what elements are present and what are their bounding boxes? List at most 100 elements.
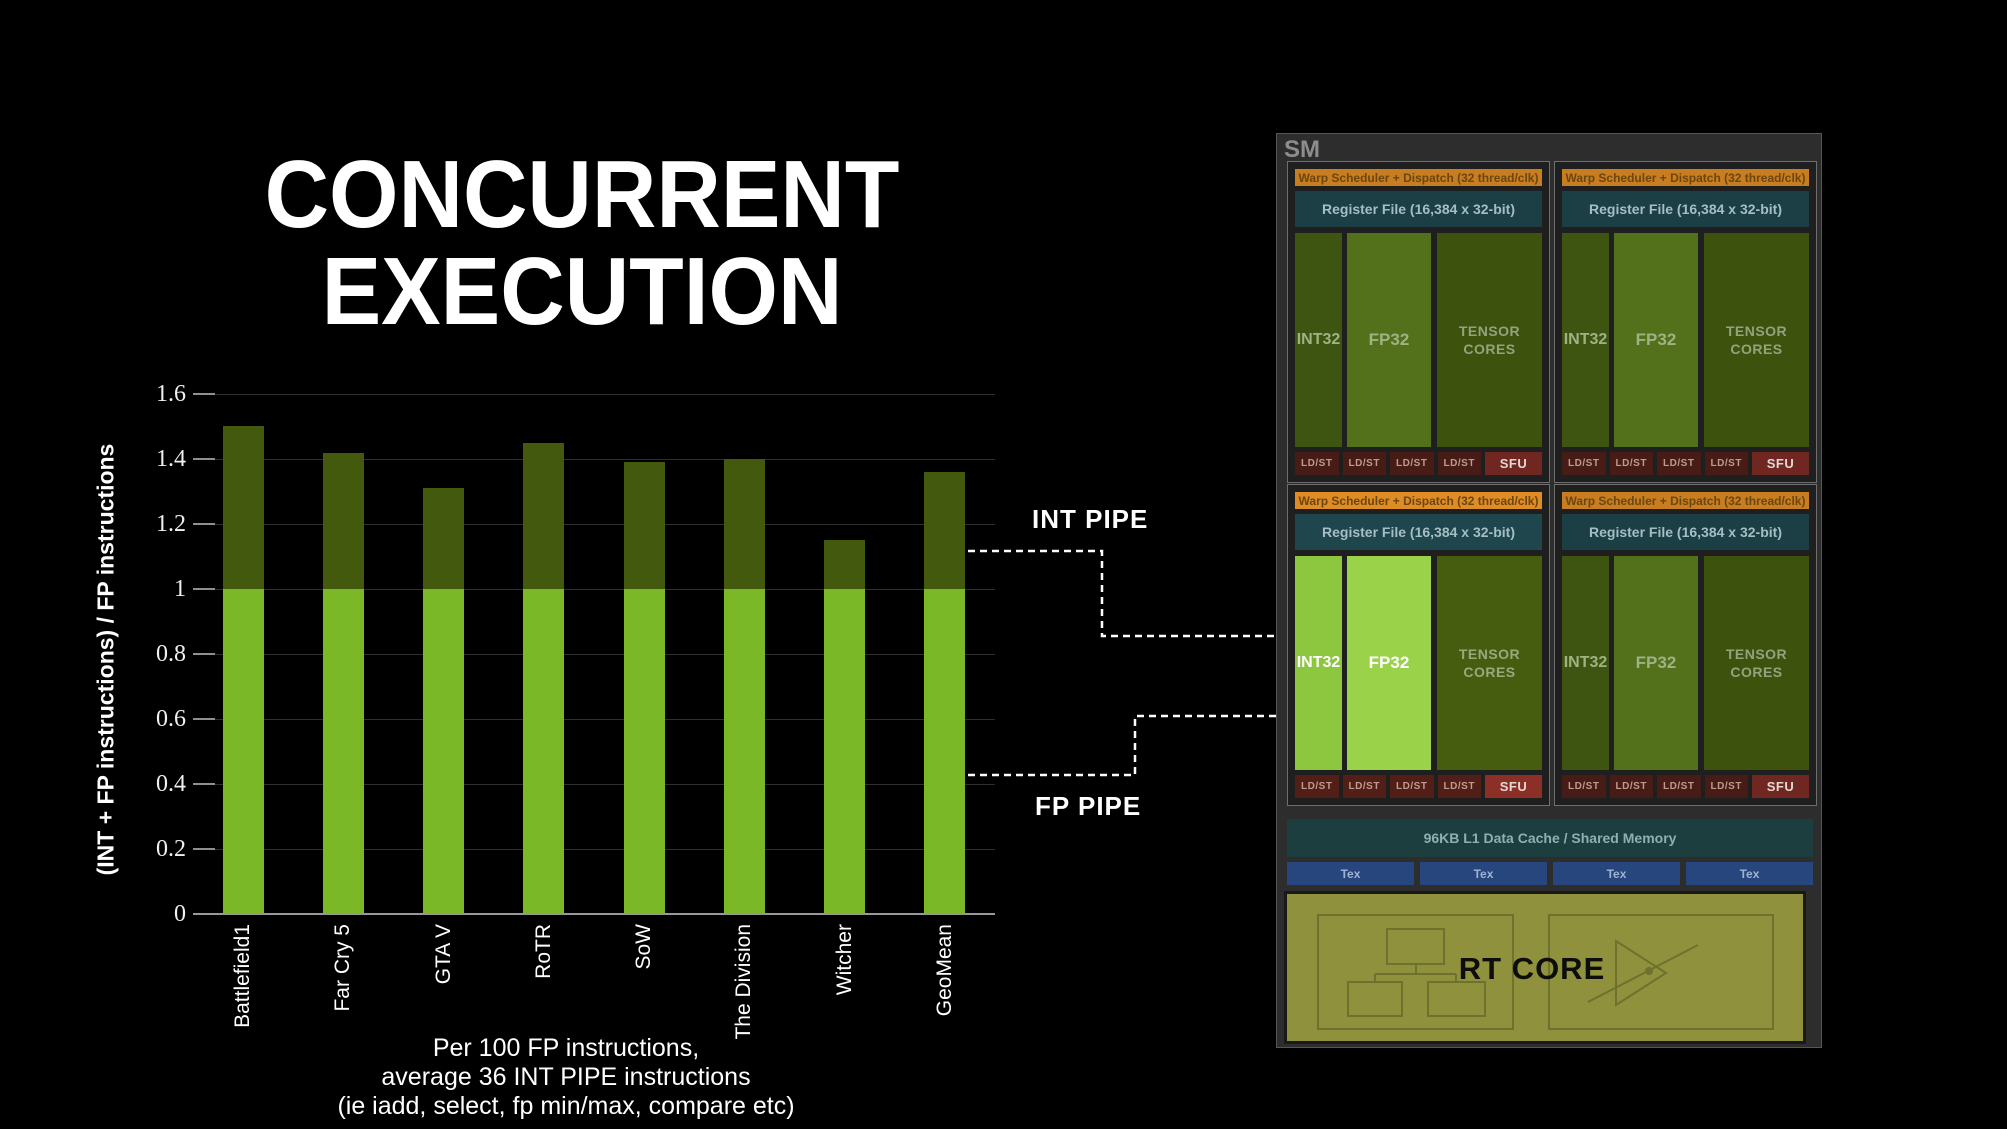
caption-line3: (ie iadd, select, fp min/max, compare et… — [337, 1092, 795, 1120]
caption-line1: Per 100 FP instructions, — [432, 1034, 700, 1062]
fp32-cores: FP32 — [1614, 556, 1698, 770]
bar-segment-int — [824, 540, 865, 589]
sm-diagram: SM Warp Scheduler + Dispatch (32 thread/… — [1276, 133, 1822, 1048]
y-tick-label: 1.4 — [156, 446, 186, 472]
bar-segment-fp — [824, 589, 865, 914]
tex-unit: Tex — [1287, 862, 1414, 885]
ldst-unit: LD/ST — [1657, 452, 1701, 475]
bar-segment-int — [323, 453, 364, 589]
register-file-bar: Register File (16,384 x 32-bit) — [1562, 191, 1809, 227]
ldst-unit: LD/ST — [1562, 775, 1606, 798]
x-axis-line — [193, 913, 995, 915]
sfu-unit: SFU — [1752, 775, 1809, 798]
ldst-unit: LD/ST — [1342, 775, 1386, 798]
ray-triangle-box — [1548, 914, 1774, 1030]
ldst-sfu-row: LD/ST LD/ST LD/ST LD/ST SFU — [1562, 452, 1809, 475]
fp-pipe-label: FP PIPE — [1035, 791, 1142, 821]
x-category-label: GeoMean — [933, 924, 956, 1017]
fp32-cores: FP32 — [1614, 233, 1698, 447]
int32-cores: INT32 — [1295, 233, 1342, 447]
y-axis-tick — [193, 458, 215, 460]
tex-unit: Tex — [1420, 862, 1547, 885]
rt-core-block: RT CORE — [1284, 891, 1806, 1044]
sfu-unit: SFU — [1752, 452, 1809, 475]
gridline — [193, 849, 995, 850]
bar-segment-fp — [624, 589, 665, 914]
sm-quadrant: Warp Scheduler + Dispatch (32 thread/clk… — [1287, 161, 1550, 483]
x-category-label: SoW — [632, 924, 655, 970]
y-axis-tick — [193, 783, 215, 785]
ray-triangle-icon — [1587, 939, 1699, 1007]
int32-cores: INT32 — [1295, 556, 1342, 770]
y-tick-label: 0 — [174, 901, 186, 927]
slide-title: CONCURRENT EXECUTION — [210, 146, 954, 340]
y-axis-tick — [193, 653, 215, 655]
y-axis-tick — [193, 718, 215, 720]
ldst-unit: LD/ST — [1657, 775, 1701, 798]
y-axis-tick — [193, 588, 215, 590]
ldst-unit: LD/ST — [1437, 775, 1481, 798]
gridline — [193, 719, 995, 720]
slide-title-line1: CONCURRENT — [264, 141, 900, 248]
ldst-sfu-row: LD/ST LD/ST LD/ST LD/ST SFU — [1295, 775, 1542, 798]
x-category-label: Far Cry 5 — [331, 924, 354, 1012]
ldst-unit: LD/ST — [1562, 452, 1606, 475]
bvh-traversal-box — [1317, 914, 1514, 1030]
ldst-unit: LD/ST — [1437, 452, 1481, 475]
tex-row: Tex Tex Tex Tex — [1287, 862, 1813, 885]
int32-cores: INT32 — [1562, 233, 1609, 447]
bar-segment-int — [223, 426, 264, 589]
y-axis-tick — [193, 848, 215, 850]
y-axis-label: (INT + FP instructions) / FP instruction… — [92, 443, 119, 876]
tensor-cores: TENSOR CORES — [1437, 556, 1542, 770]
sm-quadrant: Warp Scheduler + Dispatch (32 thread/clk… — [1554, 484, 1817, 806]
y-tick-label: 0.6 — [156, 706, 186, 732]
register-file-bar: Register File (16,384 x 32-bit) — [1295, 514, 1542, 550]
x-category-label: RoTR — [532, 924, 555, 979]
ldst-sfu-row: LD/ST LD/ST LD/ST LD/ST SFU — [1295, 452, 1542, 475]
bar-segment-fp — [223, 589, 264, 914]
y-axis-tick — [193, 523, 215, 525]
ldst-unit: LD/ST — [1704, 452, 1748, 475]
gridline — [193, 524, 995, 525]
ldst-unit: LD/ST — [1609, 775, 1653, 798]
fp32-cores: FP32 — [1347, 556, 1431, 770]
gridline — [193, 394, 995, 395]
tensor-cores: TENSOR CORES — [1704, 556, 1809, 770]
l1-cache-bar: 96KB L1 Data Cache / Shared Memory — [1287, 819, 1813, 857]
rt-core-label: RT CORE — [1458, 951, 1606, 986]
tex-unit: Tex — [1553, 862, 1680, 885]
tensor-cores: TENSOR CORES — [1704, 233, 1809, 447]
gridline — [193, 459, 995, 460]
ldst-unit: LD/ST — [1390, 775, 1434, 798]
ldst-unit: LD/ST — [1295, 452, 1339, 475]
ldst-unit: LD/ST — [1295, 775, 1339, 798]
core-columns: INT32 FP32 TENSOR CORES — [1295, 556, 1542, 770]
x-category-label: GTA V — [432, 924, 455, 985]
warp-scheduler-bar: Warp Scheduler + Dispatch (32 thread/clk… — [1562, 492, 1809, 509]
y-tick-label: 1 — [174, 576, 186, 602]
tensor-cores: TENSOR CORES — [1437, 233, 1542, 447]
core-columns: INT32 FP32 TENSOR CORES — [1562, 233, 1809, 447]
core-columns: INT32 FP32 TENSOR CORES — [1295, 233, 1542, 447]
ldst-unit: LD/ST — [1390, 452, 1434, 475]
register-file-bar: Register File (16,384 x 32-bit) — [1295, 191, 1542, 227]
bar-segment-fp — [724, 589, 765, 914]
sfu-unit: SFU — [1485, 452, 1542, 475]
bar-segment-fp — [523, 589, 564, 914]
y-tick-label: 0.2 — [156, 836, 186, 862]
ldst-sfu-row: LD/ST LD/ST LD/ST LD/ST SFU — [1562, 775, 1809, 798]
register-file-bar: Register File (16,384 x 32-bit) — [1562, 514, 1809, 550]
y-tick-label: 0.8 — [156, 641, 186, 667]
y-tick-label: 0.4 — [156, 771, 186, 797]
int-pipe-label: INT PIPE — [1032, 504, 1149, 534]
bar-segment-fp — [924, 589, 965, 914]
y-axis-tick — [193, 393, 215, 395]
caption-line2: average 36 INT PIPE instructions — [381, 1063, 751, 1091]
sm-label: SM — [1284, 136, 1320, 163]
x-category-label: Witcher — [833, 924, 856, 996]
sm-quadrant-highlighted: Warp Scheduler + Dispatch (32 thread/clk… — [1287, 484, 1550, 806]
gridline — [193, 589, 995, 590]
